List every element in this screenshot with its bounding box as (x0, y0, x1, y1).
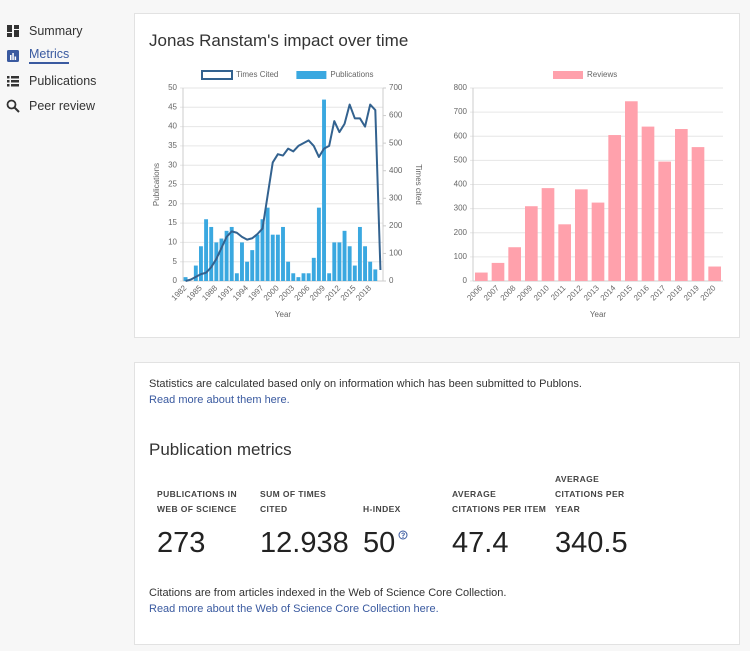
side-nav: Summary Metrics Publications Peer review (6, 18, 96, 118)
icon (6, 99, 20, 113)
nav-peer-review[interactable]: Peer review (6, 93, 96, 118)
nav-summary[interactable]: Summary (6, 18, 96, 43)
metric-label: H-INDEX (363, 504, 401, 514)
section-heading: Publication metrics (149, 440, 292, 459)
metric-label: AVERAGE CITATIONS PER ITEM (452, 489, 547, 514)
impact-card: Jonas Ranstam's impact over time (134, 13, 740, 338)
metrics: PUBLICATIONS IN WEB OF SCIENCE 273 SUM OF… (157, 474, 665, 560)
nav-metrics[interactable]: Metrics (6, 43, 96, 68)
metric: AVERAGE CITATIONS PER YEAR 340.5 (555, 474, 665, 560)
nav-label: Peer review (29, 98, 95, 113)
metric-label: PUBLICATIONS IN WEB OF SCIENCE (157, 489, 237, 514)
card-title: Jonas Ranstam's impact over time (149, 31, 409, 50)
nav-publications[interactable]: Publications (6, 68, 96, 93)
icon (7, 24, 19, 37)
metric-label: SUM OF TIMES CITED (260, 489, 327, 514)
metric-value: 50 (363, 527, 396, 559)
metric: H-INDEX 50 (363, 487, 452, 560)
metric-value: 340.5 (555, 527, 628, 559)
icon (7, 75, 19, 86)
metric-value: 47.4 (452, 527, 509, 559)
metric-value: 273 (157, 527, 206, 559)
note: Statistics are calculated based only on … (149, 378, 582, 390)
nav-label: Summary (29, 23, 83, 38)
metric: SUM OF TIMES CITED 12.938 (260, 487, 363, 560)
stats-card: Statistics are calculated based only on … (134, 362, 740, 645)
note-link[interactable]: Read more about them here. (149, 394, 290, 406)
metric: PUBLICATIONS IN WEB OF SCIENCE 273 (157, 487, 260, 560)
info-icon[interactable] (398, 530, 408, 540)
icon (7, 49, 19, 62)
metric-label: AVERAGE CITATIONS PER YEAR (555, 474, 625, 514)
metric-value: 12.938 (260, 527, 349, 559)
metric: AVERAGE CITATIONS PER ITEM 47.4 (452, 487, 555, 560)
nav-label: Metrics (29, 47, 70, 64)
footer-note: Citations are from articles indexed in t… (149, 587, 507, 599)
nav-label: Publications (29, 73, 97, 88)
footer-link[interactable]: Read more about the Web of Science Core … (149, 603, 439, 615)
